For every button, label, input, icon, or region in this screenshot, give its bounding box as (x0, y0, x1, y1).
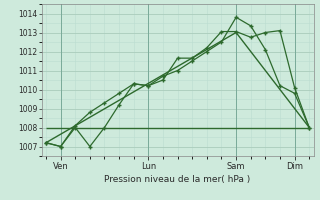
X-axis label: Pression niveau de la mer( hPa ): Pression niveau de la mer( hPa ) (104, 175, 251, 184)
